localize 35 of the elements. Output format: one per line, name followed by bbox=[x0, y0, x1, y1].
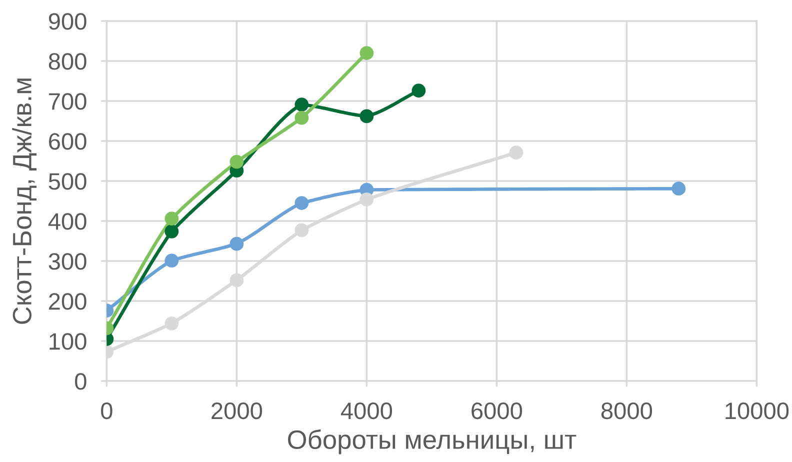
point bbox=[230, 236, 244, 251]
point bbox=[672, 182, 686, 196]
y-tick-label: 700 bbox=[49, 93, 86, 110]
point bbox=[164, 212, 179, 226]
point bbox=[412, 84, 426, 98]
y-tick-label: 600 bbox=[49, 133, 86, 150]
y-tick-label: 800 bbox=[48, 53, 86, 70]
y-tick-label: 500 bbox=[48, 173, 86, 190]
x-tick-label: 4000 bbox=[340, 402, 392, 420]
point bbox=[230, 154, 244, 169]
x-tick-label: 10000 bbox=[726, 402, 789, 420]
x-tick-label: 0 bbox=[101, 402, 112, 420]
point bbox=[164, 224, 179, 238]
y-tick-label: 300 bbox=[48, 253, 86, 270]
y-tick-label: 0 bbox=[75, 373, 86, 390]
x-axis-title: Обороты мельницы, шт bbox=[288, 429, 576, 454]
point bbox=[360, 46, 374, 60]
point bbox=[360, 109, 374, 124]
point bbox=[509, 146, 524, 160]
y-tick-label: 400 bbox=[48, 213, 86, 230]
point bbox=[230, 273, 244, 288]
x-tick-label: 2000 bbox=[212, 402, 262, 420]
point bbox=[294, 110, 309, 125]
y-axis-title: Скотт-Бонд, Дж/кв.м bbox=[12, 78, 37, 324]
point bbox=[164, 254, 179, 268]
point bbox=[360, 192, 374, 206]
point bbox=[294, 223, 309, 238]
point bbox=[294, 196, 309, 210]
y-tick-label: 900 bbox=[48, 13, 86, 30]
x-tick-label: 8000 bbox=[601, 402, 652, 420]
y-tick-label: 100 bbox=[50, 333, 86, 350]
y-tick-label: 200 bbox=[49, 293, 86, 310]
point bbox=[164, 316, 179, 330]
point bbox=[294, 98, 309, 112]
x-tick-label: 6000 bbox=[472, 402, 522, 420]
